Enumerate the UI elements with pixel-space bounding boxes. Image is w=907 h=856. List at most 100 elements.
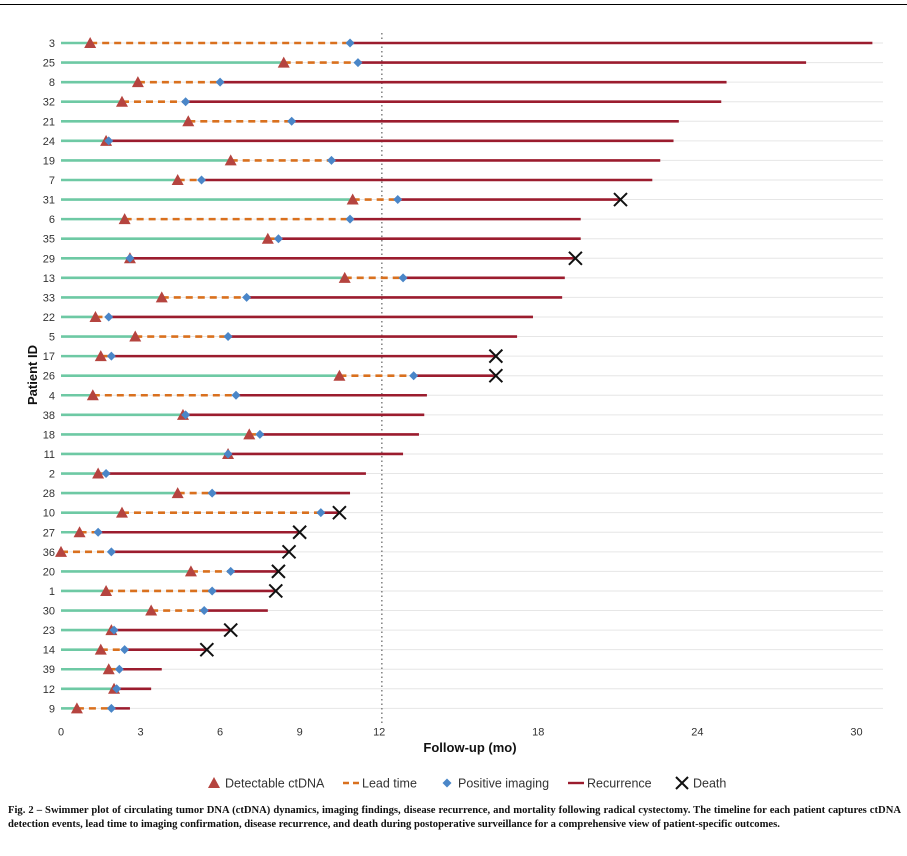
imaging-marker (409, 371, 419, 381)
patient-id-label: 7 (49, 175, 55, 187)
patient-id-label: 30 (43, 606, 55, 618)
death-marker (223, 622, 238, 638)
swimmer-plot: 3258322124197316352913332251726438181122… (25, 33, 883, 791)
x-axis-title: Follow-up (mo) (423, 740, 516, 755)
imaging-marker (345, 214, 355, 224)
caption-text: Swimmer plot of circulating tumor DNA (c… (8, 805, 901, 830)
caption-label: Fig. 2 – (8, 805, 43, 816)
patient-id-label: 33 (43, 292, 55, 304)
patient-id-label: 1 (49, 586, 55, 598)
patient-id-label: 5 (49, 332, 55, 344)
patient-id-label: 9 (49, 703, 55, 715)
legend-item-lead: Lead time (343, 777, 417, 791)
imaging-marker (223, 449, 233, 459)
top-rule (0, 4, 907, 5)
patient-id-label: 18 (43, 429, 55, 441)
imaging-marker (353, 58, 363, 68)
imaging-marker (199, 606, 209, 616)
markers-layer (55, 37, 628, 714)
death-marker (292, 525, 307, 540)
bars-layer (61, 41, 873, 710)
death-marker (613, 192, 628, 207)
ctdna-marker (131, 76, 144, 88)
x-tick-label: 6 (217, 726, 223, 738)
patient-id-label: 39 (43, 664, 55, 676)
imaging-marker (104, 136, 114, 146)
patient-id-label: 35 (43, 234, 55, 246)
ctdna-marker (182, 115, 195, 127)
legend-ctdna-icon (208, 777, 220, 788)
imaging-marker (120, 645, 130, 655)
ctdna-marker (171, 487, 184, 499)
ctdna-marker (115, 506, 128, 518)
ctdna-marker (100, 584, 113, 596)
x-tick-label: 24 (691, 726, 703, 738)
imaging-marker (104, 312, 114, 322)
imaging-marker (181, 410, 191, 420)
patient-id-label: 14 (43, 645, 55, 657)
imaging-marker (326, 155, 336, 165)
patient-id-label: 3 (49, 38, 55, 50)
imaging-marker (393, 195, 403, 205)
patient-id-label: 25 (43, 58, 55, 70)
ctdna-marker (94, 350, 107, 362)
imaging-marker (207, 488, 217, 498)
ctdna-marker (184, 565, 197, 577)
death-marker (488, 368, 504, 383)
patient-id-label: 29 (43, 253, 55, 265)
legend-item-ctdna: Detectable ctDNA (208, 777, 325, 791)
imaging-marker (101, 469, 111, 479)
patient-id-label: 20 (43, 566, 55, 578)
imaging-marker (93, 527, 103, 537)
ctdna-marker (129, 330, 142, 342)
patient-id-label: 27 (43, 527, 55, 539)
patient-id-label: 19 (43, 155, 55, 167)
imaging-marker (255, 429, 265, 439)
legend-imaging-icon (442, 778, 452, 788)
ctdna-marker (171, 173, 184, 185)
death-marker (281, 544, 297, 560)
patient-id-label: 4 (49, 390, 55, 402)
legend-label: Death (693, 777, 726, 791)
ctdna-marker (277, 56, 290, 68)
imaging-marker (316, 508, 326, 518)
ctdna-marker (92, 467, 105, 479)
legend-item-imaging: Positive imaging (442, 777, 549, 791)
imaging-marker (223, 332, 233, 342)
imaging-marker (207, 586, 217, 596)
ctdna-marker (243, 428, 256, 440)
legend: Detectable ctDNA Lead time Positive imagin… (208, 776, 726, 791)
imaging-marker (197, 175, 207, 185)
patient-id-label: 23 (43, 625, 55, 637)
death-marker (268, 583, 283, 599)
ctdna-marker (145, 604, 158, 616)
legend-death-icon (675, 776, 689, 790)
x-tick-label: 18 (532, 726, 544, 738)
imaging-marker (106, 351, 116, 361)
patient-id-labels: 3258322124197316352913332251726438181122… (43, 38, 55, 715)
x-tick-label: 0 (58, 726, 64, 738)
patient-id-label: 13 (43, 273, 55, 285)
imaging-marker (112, 684, 122, 694)
ctdna-marker (224, 154, 237, 166)
imaging-marker (215, 77, 225, 87)
ctdna-marker (73, 526, 86, 538)
x-tick-label: 30 (850, 726, 862, 738)
patient-id-label: 31 (43, 195, 55, 207)
patient-id-label: 10 (43, 508, 55, 520)
imaging-marker (273, 234, 283, 244)
imaging-marker (181, 97, 191, 107)
patient-id-label: 26 (43, 371, 55, 383)
imaging-marker (125, 253, 135, 263)
ctdna-marker (55, 545, 67, 557)
imaging-marker (345, 38, 355, 48)
ctdna-marker (261, 232, 274, 244)
ctdna-marker (333, 369, 346, 381)
x-tick-label: 12 (373, 726, 385, 738)
patient-id-label: 11 (44, 449, 55, 461)
ctdna-marker (89, 310, 102, 322)
y-axis-title: Patient ID (25, 345, 40, 405)
legend-label: Recurrence (587, 777, 652, 791)
figure-caption: Fig. 2 – Swimmer plot of circulating tum… (8, 804, 901, 832)
legend-label: Positive imaging (458, 777, 549, 791)
